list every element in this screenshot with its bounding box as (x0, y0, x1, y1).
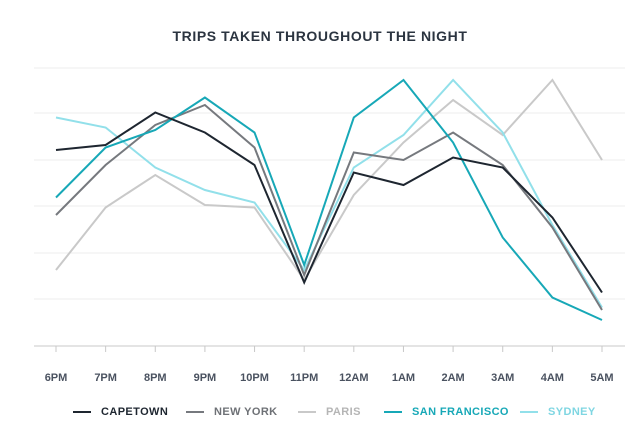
legend-label: SAN FRANCISCO (412, 406, 509, 418)
series-line-capetown (55, 111, 603, 294)
legend-swatch (73, 411, 91, 413)
legend-item-capetown: CAPETOWN (73, 406, 168, 418)
x-tick-label: 11PM (290, 372, 318, 384)
x-tick-label: 4AM (541, 372, 564, 384)
x-tick-label: 12AM (339, 372, 368, 384)
legend-swatch (186, 411, 204, 413)
legend-label: NEW YORK (214, 406, 278, 418)
x-tick-label: 8PM (144, 372, 167, 384)
chart-title: TRIPS TAKEN THROUGHOUT THE NIGHT (172, 28, 468, 44)
x-tick-label: 1AM (392, 372, 415, 384)
legend-label: PARIS (326, 406, 361, 418)
x-tick-label: 2AM (441, 372, 464, 384)
x-tick-label: 10PM (240, 372, 269, 384)
legend-swatch (298, 411, 316, 413)
legend-item-san-francisco: SAN FRANCISCO (384, 406, 509, 418)
x-tick-label: 9PM (194, 372, 217, 384)
series-line-sydney (55, 78, 603, 309)
legend-label: CAPETOWN (101, 406, 169, 418)
legend-item-sydney: SYDNEY (520, 406, 596, 418)
legend-item-new-york: NEW YORK (186, 406, 278, 418)
legend-swatch (384, 411, 402, 413)
series-line-san-francisco (55, 78, 603, 321)
legend-item-paris: PARIS (298, 406, 361, 418)
x-tick-label: 6PM (45, 372, 68, 384)
series-line-paris (55, 78, 603, 282)
legend-swatch (520, 411, 538, 413)
x-tick-label: 7PM (94, 372, 117, 384)
x-tick-label: 3AM (491, 372, 514, 384)
x-tick-label: 5AM (590, 372, 613, 384)
legend-label: SYDNEY (548, 406, 596, 418)
